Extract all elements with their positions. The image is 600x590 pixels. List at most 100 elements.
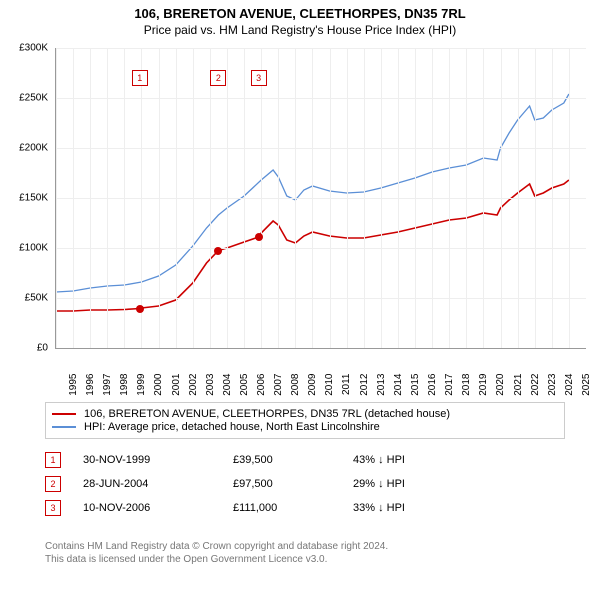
- x-tick-label: 2016: [427, 374, 438, 396]
- sale-marker-3: 3: [251, 70, 267, 86]
- sale-row: 130-NOV-1999£39,50043% ↓ HPI: [45, 448, 565, 472]
- x-tick-label: 1999: [136, 374, 147, 396]
- x-tick-label: 2019: [478, 374, 489, 396]
- gridline: [381, 48, 382, 348]
- gridline: [176, 48, 177, 348]
- gridline: [449, 48, 450, 348]
- x-tick-label: 2015: [410, 374, 421, 396]
- sale-marker-1: 1: [132, 70, 148, 86]
- legend-label: 106, BRERETON AVENUE, CLEETHORPES, DN35 …: [84, 408, 450, 420]
- x-tick-label: 2021: [512, 374, 523, 396]
- y-tick-label: £200K: [19, 143, 48, 154]
- sales-table: 130-NOV-1999£39,50043% ↓ HPI 2 28-JUN-2004…: [45, 448, 565, 520]
- x-tick-label: 2024: [564, 374, 575, 396]
- x-tick-label: 2010: [324, 374, 335, 396]
- legend-item: HPI: Average price, detached house, Nort…: [52, 421, 558, 433]
- gridline: [278, 48, 279, 348]
- gridline: [193, 48, 194, 348]
- x-tick-label: 2022: [529, 374, 540, 396]
- gridline: [210, 48, 211, 348]
- gridline: [518, 48, 519, 348]
- legend: 106, BRERETON AVENUE, CLEETHORPES, DN35 …: [45, 402, 565, 439]
- gridline: [141, 48, 142, 348]
- x-tick-label: 2006: [256, 374, 267, 396]
- sale-date: 30-NOV-1999: [83, 454, 233, 466]
- sale-marker-inline: 2: [45, 476, 61, 492]
- sale-date: 28-JUN-2004: [83, 478, 233, 490]
- x-tick-label: 2000: [153, 374, 164, 396]
- footer-line: This data is licensed under the Open Gov…: [45, 553, 565, 566]
- x-tick-label: 2025: [581, 374, 592, 396]
- gridline: [56, 48, 57, 348]
- sale-dot-2: [214, 247, 222, 255]
- x-tick-label: 2013: [375, 374, 386, 396]
- footer-line: Contains HM Land Registry data © Crown c…: [45, 540, 565, 553]
- sale-marker-2: 2: [210, 70, 226, 86]
- sale-price: £39,500: [233, 454, 353, 466]
- gridline: [364, 48, 365, 348]
- gridline: [56, 48, 586, 49]
- x-tick-label: 2007: [273, 374, 284, 396]
- x-tick-label: 2017: [444, 374, 455, 396]
- gridline: [398, 48, 399, 348]
- gridline: [432, 48, 433, 348]
- sale-pct-vs-hpi: 33% ↓ HPI: [353, 502, 565, 514]
- gridline: [552, 48, 553, 348]
- gridline: [73, 48, 74, 348]
- x-tick-label: 2003: [205, 374, 216, 396]
- gridline: [56, 248, 586, 249]
- sale-dot-1: [136, 305, 144, 313]
- y-tick-label: £0: [37, 343, 48, 354]
- legend-item: 106, BRERETON AVENUE, CLEETHORPES, DN35 …: [52, 408, 558, 420]
- x-tick-label: 2002: [187, 374, 198, 396]
- gridline: [124, 48, 125, 348]
- x-tick-label: 2020: [495, 374, 506, 396]
- sale-price: £97,500: [233, 478, 353, 490]
- gridline: [330, 48, 331, 348]
- y-tick-label: £150K: [19, 193, 48, 204]
- y-tick-label: £300K: [19, 43, 48, 54]
- x-axis: 1995199619971998199920002001200220032004…: [55, 350, 585, 390]
- gridline: [261, 48, 262, 348]
- x-tick-label: 1997: [102, 374, 113, 396]
- legend-swatch: [52, 413, 76, 415]
- sale-price: £111,000: [233, 502, 353, 514]
- gridline: [295, 48, 296, 348]
- chart-title: 106, BRERETON AVENUE, CLEETHORPES, DN35 …: [0, 0, 600, 21]
- gridline: [347, 48, 348, 348]
- x-tick-label: 2001: [170, 374, 181, 396]
- attribution-footer: Contains HM Land Registry data © Crown c…: [45, 540, 565, 566]
- x-tick-label: 2023: [546, 374, 557, 396]
- sale-row: 310-NOV-2006£111,00033% ↓ HPI: [45, 496, 565, 520]
- x-tick-label: 2008: [290, 374, 301, 396]
- sale-row: 2 28-JUN-2004£97,50029% ↓ HPI: [45, 472, 565, 496]
- gridline: [56, 198, 586, 199]
- legend-swatch: [52, 426, 76, 428]
- chart-subtitle: Price paid vs. HM Land Registry's House …: [0, 23, 600, 37]
- x-tick-label: 2014: [393, 374, 404, 396]
- x-tick-label: 1995: [68, 374, 79, 396]
- gridline: [107, 48, 108, 348]
- gridline: [312, 48, 313, 348]
- sale-pct-vs-hpi: 29% ↓ HPI: [353, 478, 565, 490]
- x-tick-label: 2009: [307, 374, 318, 396]
- sale-pct-vs-hpi: 43% ↓ HPI: [353, 454, 565, 466]
- gridline: [501, 48, 502, 348]
- chart-area: £0£50K£100K£150K£200K£250K£300K 123 1995…: [10, 48, 590, 398]
- gridline: [227, 48, 228, 348]
- y-axis: £0£50K£100K£150K£200K£250K£300K: [10, 48, 52, 348]
- sale-dot-3: [255, 233, 263, 241]
- gridline: [483, 48, 484, 348]
- y-tick-label: £250K: [19, 93, 48, 104]
- plot-area: 1 2 3: [55, 48, 586, 349]
- gridline: [569, 48, 570, 348]
- gridline: [415, 48, 416, 348]
- gridline: [535, 48, 536, 348]
- gridline: [56, 148, 586, 149]
- gridline: [56, 298, 586, 299]
- x-tick-label: 2005: [239, 374, 250, 396]
- sale-marker-inline: 3: [45, 500, 61, 516]
- x-tick-label: 2018: [461, 374, 472, 396]
- gridline: [159, 48, 160, 348]
- legend-label: HPI: Average price, detached house, Nort…: [84, 421, 380, 433]
